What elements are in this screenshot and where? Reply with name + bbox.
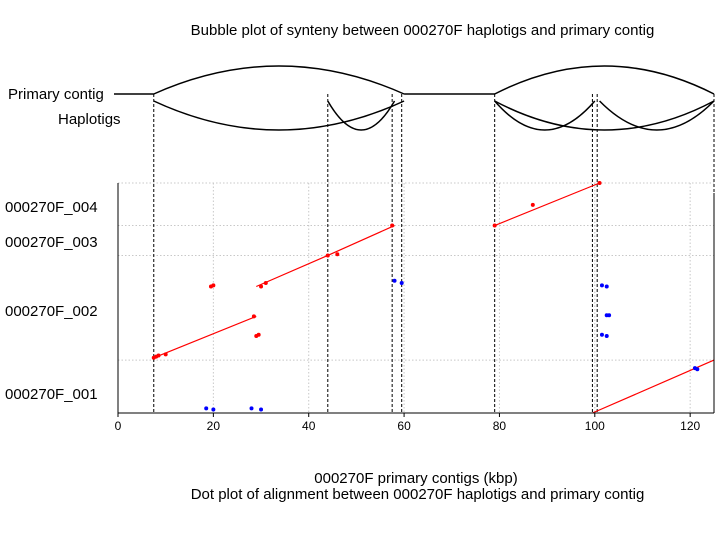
x-tick-label: 60 [397, 419, 411, 433]
haplotig-small-bubble [599, 100, 715, 131]
primary-bubble-arc-top [153, 65, 405, 95]
x-tick-label: 0 [115, 419, 122, 433]
reverse-alignment-point [399, 281, 404, 286]
reverse-alignment-point [599, 332, 604, 337]
x-tick-label: 20 [207, 419, 221, 433]
alignment-line [153, 315, 257, 359]
forward-alignment-point [390, 223, 395, 228]
forward-alignment-point [211, 283, 216, 288]
reverse-alignment-point [604, 284, 609, 289]
reverse-alignment-point [607, 313, 612, 318]
forward-alignment-point [530, 202, 535, 207]
haplotig-small-bubble [494, 100, 596, 131]
reverse-alignment-point [599, 283, 604, 288]
primary-contig-label: Primary contig [8, 86, 104, 103]
haplotig-small-bubble [327, 100, 396, 131]
reverse-alignment-point [204, 406, 209, 411]
x-tick-label: 80 [493, 419, 507, 433]
haplotigs-label: Haplotigs [58, 111, 121, 128]
grid-layer [118, 182, 714, 413]
forward-alignment-point [259, 284, 264, 289]
reverse-alignment-point [259, 407, 264, 412]
forward-alignment-point [335, 252, 340, 257]
forward-alignment-point [263, 281, 268, 286]
forward-alignment-point [597, 181, 602, 185]
alignment-line [327, 225, 395, 256]
reverse-alignment-point [249, 406, 254, 411]
reverse-alignment-point [211, 407, 216, 412]
bubble-plot [114, 65, 715, 131]
x-tick-label: 100 [585, 419, 605, 433]
forward-alignment-point [156, 353, 161, 358]
alignment-points [151, 181, 700, 412]
haplotig-bubble-arc-bottom [494, 100, 715, 131]
primary-bubble-arc-top [494, 65, 715, 95]
y-category-label: 000270F_001 [5, 385, 98, 403]
y-category-label: 000270F_004 [5, 199, 98, 217]
alignment-line [256, 254, 329, 288]
alignment-line [494, 182, 600, 227]
reverse-alignment-point [695, 367, 700, 372]
forward-alignment-point [163, 352, 168, 357]
y-category-label: 000270F_002 [5, 302, 98, 320]
axes: 0 20 40 60 80 100 120 [115, 183, 715, 433]
bottom-caption: Dot plot of alignment between 000270F ha… [190, 486, 645, 503]
y-category-label: 000270F_003 [5, 233, 98, 251]
x-tick-label: 40 [302, 419, 316, 433]
reverse-alignment-point [604, 333, 609, 338]
top-caption: Bubble plot of synteny between 000270F h… [190, 22, 655, 39]
x-tick-label: 120 [680, 419, 700, 433]
forward-alignment-point [325, 253, 330, 258]
forward-alignment-point [251, 314, 256, 319]
connector-lines [153, 94, 715, 413]
alignment-lines [153, 182, 715, 414]
forward-alignment-point [492, 223, 497, 228]
haplotig-bubble-arc-bottom [153, 100, 405, 131]
forward-alignment-point [256, 332, 261, 337]
reverse-alignment-point [392, 278, 397, 283]
x-axis-label: 000270F primary contigs (kbp) [314, 470, 518, 487]
